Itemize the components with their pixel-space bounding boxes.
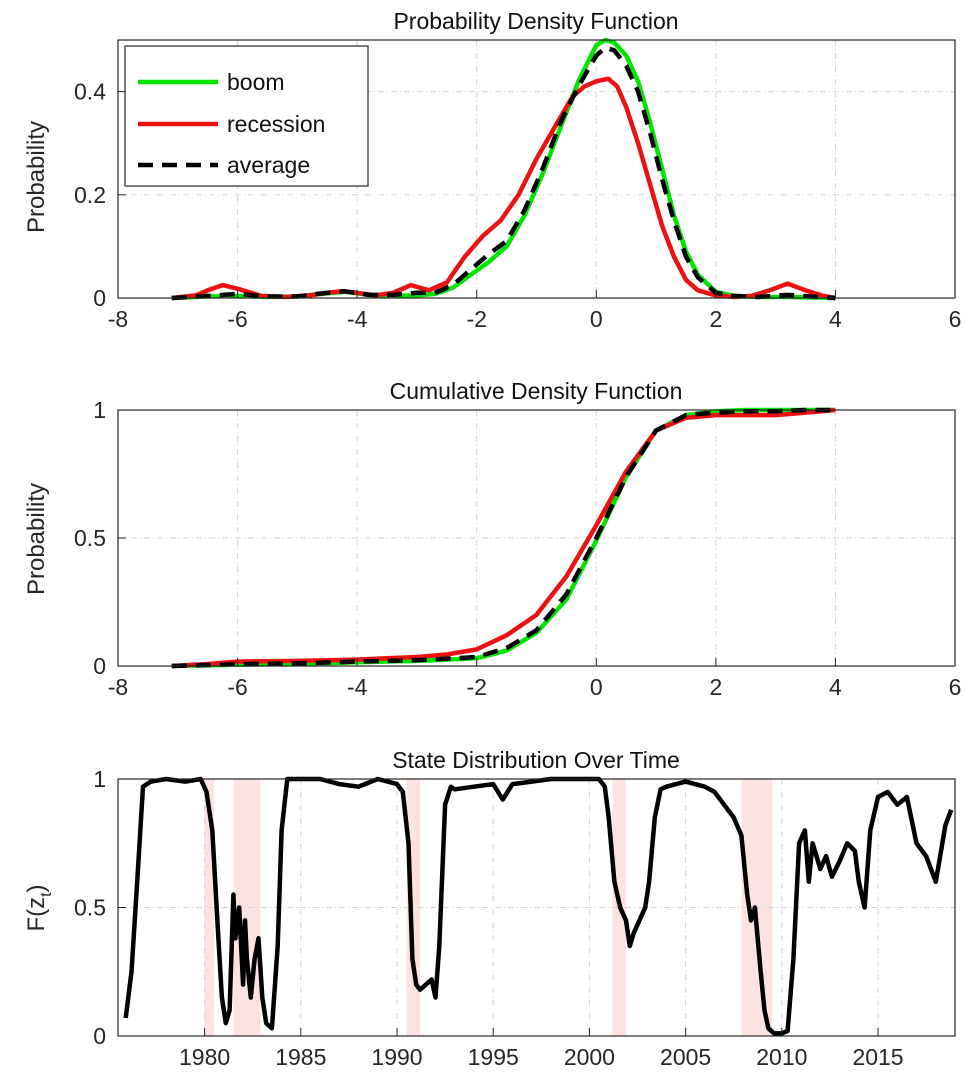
series-line-boom	[171, 407, 836, 669]
x-tick-label: -2	[466, 674, 486, 700]
x-tick-label: -6	[227, 674, 247, 700]
pdf-title: Probability Density Function	[393, 8, 678, 34]
x-tick-label: -4	[347, 306, 368, 332]
y-tick-label: 0	[93, 1023, 106, 1049]
y-tick-label: 0.2	[74, 182, 106, 208]
y-tick-label: 0.4	[74, 79, 106, 105]
x-tick-label: -2	[466, 306, 486, 332]
x-tick-label: 2010	[756, 1044, 807, 1070]
y-tick-label: 0.5	[74, 525, 106, 551]
x-tick-label: 0	[590, 674, 603, 700]
state-ylabel-suffix: )	[23, 884, 50, 892]
x-tick-label: -8	[108, 674, 128, 700]
pdf-panel: Probability Density Function -8 -6 -4 -2 0 2 4…	[23, 8, 961, 332]
state-panel: State Distribution Over Time 1980 1985 199…	[23, 747, 956, 1070]
legend-box	[124, 45, 369, 187]
x-tick-label: 4	[829, 306, 842, 332]
pdf-series	[171, 37, 836, 301]
y-tick-label: 1	[93, 397, 106, 423]
state-ylabel: F(zt)	[23, 884, 55, 931]
x-tick-label: 2	[709, 306, 722, 332]
x-tick-label: 1990	[371, 1044, 422, 1070]
legend-boom-label: boom	[227, 69, 285, 95]
x-tick-label: -6	[227, 306, 247, 332]
y-tick-label: 0	[93, 285, 106, 311]
y-tick-label: 0	[93, 653, 106, 679]
cdf-title: Cumulative Density Function	[390, 378, 683, 404]
y-tick-label: 0.5	[74, 895, 106, 921]
legend-average-label: average	[227, 152, 310, 178]
series-line-recession	[171, 407, 836, 669]
state-ticks: 1980 1985 1990 1995 2000 2005 2010 2015 0 0.5 1	[74, 766, 904, 1070]
cdf-panel: Cumulative Density Function -8 -6 -4 -2 0 2 4 6…	[23, 378, 961, 700]
state-ylabel-main: F(z	[23, 897, 50, 932]
x-tick-label: 4	[829, 674, 842, 700]
state-title: State Distribution Over Time	[392, 747, 680, 773]
x-tick-label: 6	[949, 674, 962, 700]
pdf-axes-frame	[117, 39, 956, 299]
state-ylabel-sub: t	[38, 892, 55, 897]
x-tick-label: 1995	[468, 1044, 519, 1070]
legend-recession-label: recession	[227, 111, 325, 137]
x-tick-label: 2000	[564, 1044, 615, 1070]
x-tick-label: 2005	[660, 1044, 711, 1070]
cdf-ylabel: Probability	[23, 483, 50, 595]
cdf-series	[171, 407, 836, 669]
x-tick-label: -8	[108, 306, 128, 332]
series-line-average	[171, 45, 836, 301]
y-tick-label: 1	[93, 766, 106, 792]
series-line-average	[171, 407, 836, 669]
x-tick-label: 1985	[275, 1044, 326, 1070]
pdf-ticks: -8 -6 -4 -2 0 2 4 6 0 0.2 0.4	[74, 79, 961, 332]
cdf-ticks: -8 -6 -4 -2 0 2 4 6 0 0.5 1	[74, 397, 961, 700]
x-tick-label: 2015	[852, 1044, 903, 1070]
pdf-legend: boom recession average	[124, 45, 369, 187]
x-tick-label: 0	[590, 306, 603, 332]
x-tick-label: 1980	[179, 1044, 230, 1070]
x-tick-label: -4	[347, 674, 368, 700]
pdf-ylabel: Probability	[23, 121, 50, 233]
x-tick-label: 6	[949, 306, 962, 332]
x-tick-label: 2	[709, 674, 722, 700]
